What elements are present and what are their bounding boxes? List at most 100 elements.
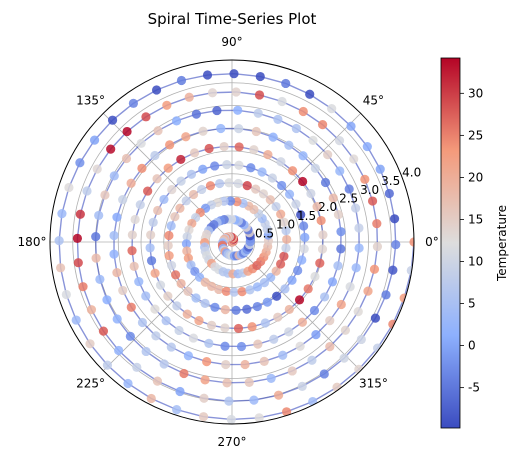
data-point <box>244 377 254 387</box>
data-point <box>308 135 318 145</box>
colorbar-ticks: -5 0 5 10 15 20 25 30 <box>460 86 483 395</box>
data-point <box>281 226 291 236</box>
colorbar-tick-label: 20 <box>468 170 483 184</box>
data-point <box>299 244 309 254</box>
data-point <box>233 323 244 334</box>
data-point <box>125 331 135 341</box>
data-point <box>161 316 171 326</box>
data-point <box>381 290 391 300</box>
data-point <box>315 258 325 268</box>
data-point <box>296 210 306 220</box>
radial-tick-label: 2.5 <box>339 191 358 205</box>
data-point <box>340 325 350 335</box>
data-point <box>221 359 231 370</box>
data-point <box>310 271 320 282</box>
data-point <box>150 304 160 314</box>
data-point <box>353 306 363 317</box>
data-point <box>291 123 301 134</box>
data-point <box>277 96 287 107</box>
data-point <box>198 412 209 422</box>
data-point <box>221 286 231 296</box>
radial-tick-label: 4.0 <box>402 165 421 179</box>
temperature-points <box>54 69 414 424</box>
polar-axes-frame <box>49 59 415 425</box>
data-point <box>254 413 264 423</box>
data-point <box>370 313 381 323</box>
data-point <box>150 268 160 278</box>
data-point <box>278 350 288 360</box>
data-point <box>91 232 101 242</box>
data-point <box>363 286 373 296</box>
data-point <box>56 263 66 273</box>
colorbar: -5 0 5 10 15 20 25 30 Temperature <box>440 57 509 429</box>
data-point <box>276 157 286 167</box>
colorbar-tick-label: 5 <box>468 297 476 311</box>
data-point <box>128 98 139 108</box>
data-point <box>279 217 289 227</box>
data-point <box>75 158 85 168</box>
data-point <box>273 390 284 400</box>
data-point <box>242 304 252 314</box>
data-point <box>109 171 119 181</box>
data-point <box>219 141 229 152</box>
data-point <box>194 316 204 326</box>
data-point <box>328 193 338 203</box>
data-point <box>176 278 186 289</box>
data-point <box>339 353 349 363</box>
data-point <box>94 210 104 221</box>
data-point <box>198 126 208 136</box>
data-point <box>132 362 142 372</box>
data-point <box>162 100 172 110</box>
data-point <box>310 163 320 173</box>
data-point <box>360 174 370 184</box>
data-point <box>175 386 185 397</box>
data-point <box>281 78 291 89</box>
data-point <box>335 166 345 176</box>
data-point <box>179 368 189 379</box>
radial-tick-label: 3.5 <box>381 174 400 188</box>
data-point <box>349 154 359 164</box>
data-point <box>231 305 241 315</box>
data-point <box>220 323 230 333</box>
data-point <box>98 326 109 336</box>
angle-tick-label: 45° <box>363 94 384 108</box>
data-point <box>176 176 186 186</box>
data-point <box>197 184 207 195</box>
data-point <box>282 234 292 245</box>
data-point <box>152 174 162 184</box>
data-point <box>233 178 243 189</box>
angle-tick-label: 315° <box>359 376 388 390</box>
data-point <box>281 407 292 417</box>
data-point <box>172 301 182 311</box>
data-point <box>240 359 250 370</box>
data-point <box>100 190 110 200</box>
data-point <box>307 355 317 365</box>
angle-tick-label: 225° <box>76 376 105 390</box>
data-point <box>112 212 122 222</box>
data-point <box>344 184 354 194</box>
data-point <box>189 148 200 158</box>
data-point <box>351 203 361 213</box>
data-point <box>216 123 226 134</box>
data-point <box>191 293 201 303</box>
data-point <box>222 378 232 388</box>
data-point <box>210 302 220 312</box>
data-point <box>354 243 364 253</box>
data-point <box>71 315 81 325</box>
data-point <box>127 230 137 240</box>
data-point <box>204 338 214 348</box>
data-point <box>262 297 272 307</box>
data-point <box>152 376 163 386</box>
data-point <box>236 341 247 352</box>
data-point <box>259 278 270 288</box>
data-point <box>181 196 191 206</box>
data-point <box>75 209 85 219</box>
data-point <box>316 215 326 226</box>
data-point <box>291 199 301 209</box>
data-point <box>280 284 290 294</box>
data-point <box>327 277 338 287</box>
data-point <box>277 180 287 191</box>
data-point <box>159 194 169 205</box>
data-point <box>246 163 256 173</box>
